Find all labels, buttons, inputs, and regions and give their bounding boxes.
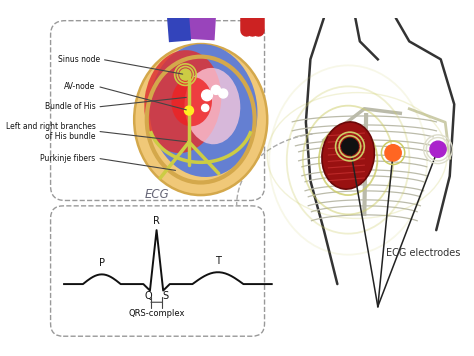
Text: T: T xyxy=(215,256,221,266)
Circle shape xyxy=(201,104,209,111)
Text: ECG electrodes: ECG electrodes xyxy=(385,248,460,258)
Text: Bundle of His: Bundle of His xyxy=(45,103,96,111)
Circle shape xyxy=(211,85,220,94)
Ellipse shape xyxy=(172,77,212,126)
Ellipse shape xyxy=(149,44,257,177)
Circle shape xyxy=(342,138,358,155)
Circle shape xyxy=(430,141,446,157)
Circle shape xyxy=(219,89,228,98)
Text: S: S xyxy=(162,290,168,301)
Text: R: R xyxy=(153,216,160,226)
Circle shape xyxy=(385,145,401,161)
Ellipse shape xyxy=(134,44,267,195)
Text: Left and right branches
of His bundle: Left and right branches of His bundle xyxy=(6,121,96,141)
Circle shape xyxy=(180,69,191,80)
Text: Sinus node: Sinus node xyxy=(58,55,100,64)
Ellipse shape xyxy=(184,68,240,144)
Circle shape xyxy=(184,106,193,115)
Text: Purkinje fibers: Purkinje fibers xyxy=(40,154,96,163)
Text: P: P xyxy=(99,258,105,268)
Ellipse shape xyxy=(322,122,374,189)
Text: ECG: ECG xyxy=(145,188,170,201)
Ellipse shape xyxy=(144,50,221,153)
Text: AV-node: AV-node xyxy=(64,82,96,91)
Text: Q: Q xyxy=(145,290,152,301)
Circle shape xyxy=(201,90,212,101)
Text: QRS-complex: QRS-complex xyxy=(128,309,185,318)
